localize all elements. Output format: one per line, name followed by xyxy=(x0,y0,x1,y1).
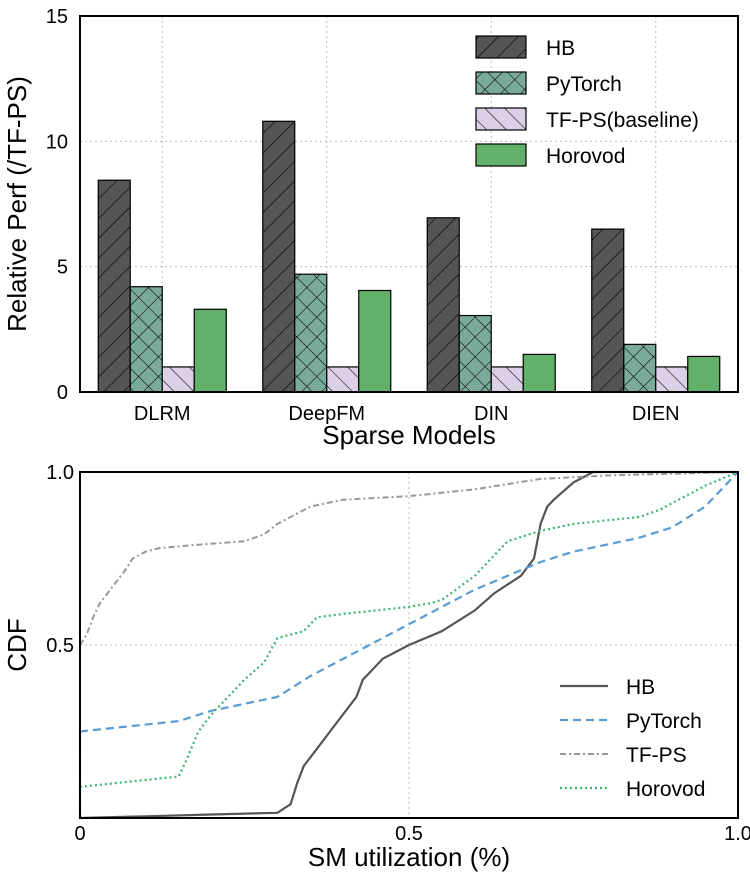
y-tick-label: 10 xyxy=(46,131,68,153)
legend-swatch-outline xyxy=(475,107,527,131)
bar-chart: 0 5 10 15 DLRM DeepFM DIN DIEN Sparse Models R… xyxy=(2,6,739,450)
legend-label: HB xyxy=(626,676,655,699)
cdf-chart-x-ticks: 0 0.5 1.0 xyxy=(74,823,750,845)
bar-hatch xyxy=(427,217,460,392)
bar-pytorch-dien xyxy=(623,343,657,393)
bar-hatch xyxy=(294,274,327,392)
bar-chart-x-ticks: DLRM DeepFM DIN DIEN xyxy=(134,403,680,425)
cdf-chart-y-axis-title: CDF xyxy=(2,618,32,671)
legend-swatch-outline xyxy=(475,35,527,59)
bar-fill xyxy=(687,356,720,392)
y-tick-label: 1.0 xyxy=(46,462,74,484)
legend-item-hb: HB xyxy=(560,676,655,699)
cdf-chart: 0.5 1.0 0 0.5 1.0 SM utilization (%) CDF HB… xyxy=(2,462,750,872)
bar-chart-grid xyxy=(80,16,738,392)
cdf-chart-x-axis-title: SM utilization (%) xyxy=(308,842,510,872)
bar-chart-frame xyxy=(79,15,739,393)
x-tick-label: DIN xyxy=(474,403,508,425)
x-tick-label: 1.0 xyxy=(724,823,750,845)
bar-pytorch-dlrm xyxy=(129,286,163,393)
legend-item-hb: HB xyxy=(475,35,575,60)
bar-hatch xyxy=(326,366,359,392)
bar-pytorch-deepfm xyxy=(294,273,328,393)
bar-chart-y-ticks: 0 5 10 15 xyxy=(46,6,68,404)
x-tick-label: 0.5 xyxy=(395,823,423,845)
cdf-chart-y-ticks: 0.5 1.0 xyxy=(46,462,74,657)
bar-hatch xyxy=(591,229,624,392)
x-tick-label: DIEN xyxy=(632,403,680,425)
legend-label: TF-PS(baseline) xyxy=(546,109,699,132)
legend-label: HB xyxy=(546,37,575,60)
bar-chart-legend: HB PyTorch TF-PS(baseline) Horovod xyxy=(475,35,699,168)
bar-hatch xyxy=(491,366,524,392)
y-tick-label: 15 xyxy=(46,6,68,28)
bar-hb-din xyxy=(426,217,460,393)
y-tick-label: 0 xyxy=(57,382,68,404)
bar-hatch xyxy=(459,315,492,392)
cdf-chart-legend: HB PyTorch TF-PS Horovod xyxy=(560,676,705,801)
legend-swatch xyxy=(476,144,526,166)
legend-item-pytorch: PyTorch xyxy=(475,71,622,96)
bar-fill xyxy=(358,290,391,392)
bar-chart-x-axis-title: Sparse Models xyxy=(322,420,495,450)
bar-tf-ps-baseline-dien xyxy=(655,366,689,393)
bar-hatch xyxy=(655,366,688,392)
bar-tf-ps-baseline-dlrm xyxy=(161,366,195,393)
legend-swatch-outline xyxy=(475,143,527,167)
legend-swatch-hatch xyxy=(476,72,526,94)
bar-horovod-dlrm xyxy=(193,308,227,393)
bar-hb-dien xyxy=(591,228,625,393)
bar-chart-bars xyxy=(97,120,721,393)
legend-label: Horovod xyxy=(626,778,705,801)
y-tick-label: 0.5 xyxy=(46,635,74,657)
y-tick-label: 5 xyxy=(57,257,68,279)
legend-swatch-hatch xyxy=(476,108,526,130)
bar-horovod-deepfm xyxy=(358,289,392,393)
bar-tf-ps-baseline-deepfm xyxy=(326,366,360,393)
bar-hatch xyxy=(262,121,295,392)
legend-item-horovod: Horovod xyxy=(560,778,705,801)
bar-fill xyxy=(194,309,227,392)
x-tick-label: DeepFM xyxy=(288,403,365,425)
line-pytorch xyxy=(79,471,739,733)
line-horovod xyxy=(79,470,739,788)
x-tick-label: 0 xyxy=(74,823,85,845)
bar-hatch xyxy=(623,344,656,392)
bar-tf-ps-baseline-din xyxy=(490,366,524,393)
bar-hb-dlrm xyxy=(97,179,131,393)
bar-fill xyxy=(523,354,556,392)
legend-label: Horovod xyxy=(546,145,625,168)
bar-hatch xyxy=(130,286,163,392)
line-hb xyxy=(79,470,738,820)
bar-chart-y-axis-title: Relative Perf (/TF-PS) xyxy=(2,76,32,332)
bar-hatch xyxy=(162,366,195,392)
bar-hatch xyxy=(98,180,131,392)
legend-label: PyTorch xyxy=(546,73,622,96)
bar-horovod-din xyxy=(522,353,556,393)
legend-item-tf-ps: TF-PS xyxy=(560,744,687,767)
legend-item-pytorch: PyTorch xyxy=(560,710,702,733)
legend-item-horovod: Horovod xyxy=(475,143,625,168)
legend-swatch-outline xyxy=(475,71,527,95)
bar-hb-deepfm xyxy=(262,120,296,393)
x-tick-label: DLRM xyxy=(134,403,191,425)
legend-label: TF-PS xyxy=(626,744,687,767)
bar-horovod-dien xyxy=(687,355,721,393)
cdf-chart-frame xyxy=(79,471,739,819)
legend-label: PyTorch xyxy=(626,710,702,733)
bar-pytorch-din xyxy=(458,314,492,393)
legend-swatch-hatch xyxy=(476,36,526,58)
legend-item-tf-ps-baseline: TF-PS(baseline) xyxy=(475,107,699,132)
